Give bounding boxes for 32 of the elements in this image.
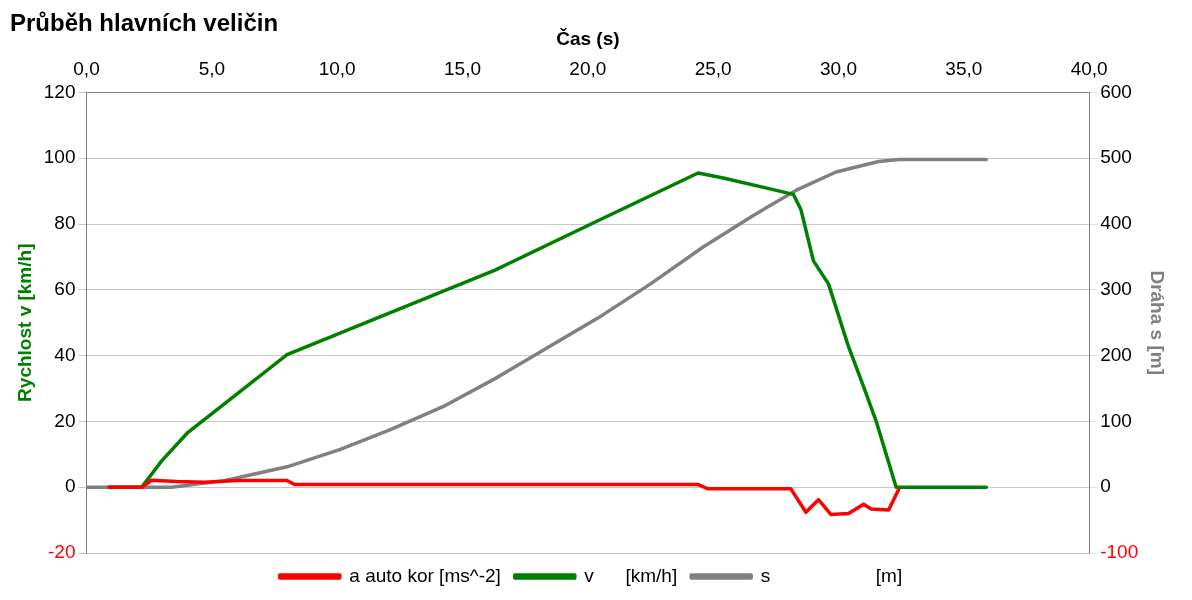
y2-axis-title: Dráha s [m]	[1147, 270, 1169, 375]
y-tick-label: 60	[54, 278, 76, 300]
x-tick-label: 25,0	[694, 58, 732, 80]
y2-tick-label: 600	[1100, 80, 1132, 102]
y-tick-label: 80	[54, 212, 76, 234]
legend-label: s [m]	[760, 564, 903, 586]
y2-tick-label: 100	[1100, 409, 1132, 431]
x-tick-label: 35,0	[945, 58, 983, 80]
x-axis-title: Čas (s)	[556, 28, 620, 50]
y2-tick-label: 0	[1100, 475, 1111, 497]
x-tick-label: 5,0	[198, 58, 226, 80]
y-tick-label: 0	[64, 475, 76, 497]
y-axis-title: Rychlost v [km/h]	[13, 243, 35, 402]
y2-tick-label: 300	[1100, 278, 1132, 300]
x-tick-label: 10,0	[318, 58, 356, 80]
x-tick-label: 0,0	[73, 58, 100, 80]
x-tick-label: 40,0	[1070, 58, 1108, 80]
legend-label: v [km/h]	[584, 564, 678, 586]
y-tick-label: -20	[48, 541, 76, 563]
y-tick-label: 40	[54, 343, 76, 365]
y-tick-label: 120	[43, 80, 76, 102]
y-tick-label: 100	[43, 146, 76, 168]
y2-tick-label: -100	[1100, 541, 1139, 563]
y2-tick-label: 500	[1100, 146, 1132, 168]
y2-tick-label: 400	[1100, 212, 1132, 234]
x-tick-label: 15,0	[444, 58, 481, 80]
chart-title: Průběh hlavních veličin	[10, 9, 279, 37]
x-tick-label: 30,0	[820, 58, 857, 80]
x-tick-label: 20,0	[569, 58, 607, 80]
legend-label: a auto kor [ms^-2]	[349, 564, 501, 586]
y2-tick-label: 200	[1100, 343, 1132, 365]
y-tick-label: 20	[54, 409, 76, 431]
